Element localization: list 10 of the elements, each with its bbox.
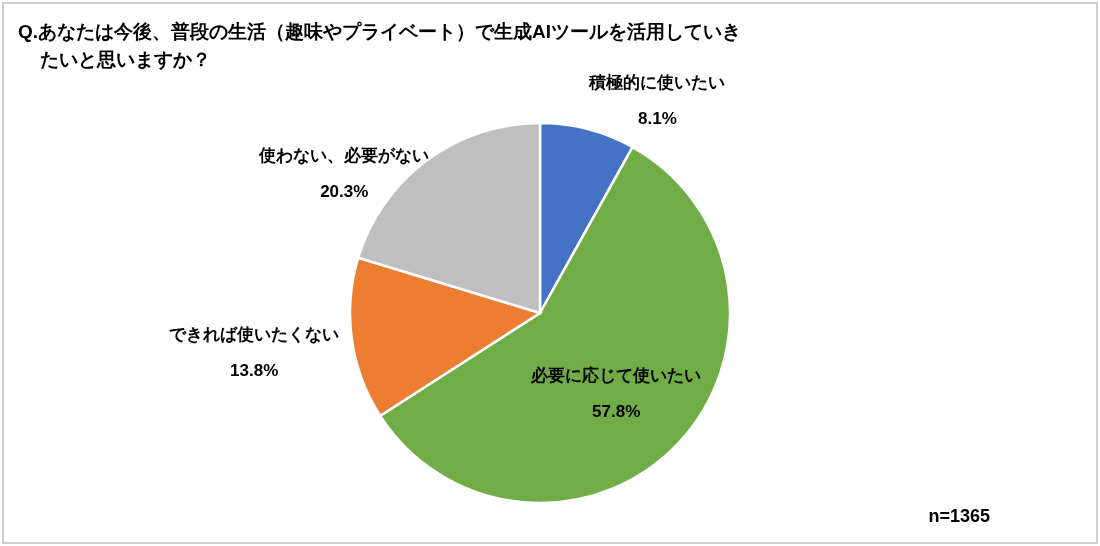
data-label: 20.3% xyxy=(320,181,369,201)
slice-label: 使わない、必要がない xyxy=(258,145,430,165)
data-label: 57.8% xyxy=(592,401,641,421)
text: n=1365 xyxy=(928,506,990,526)
data-label: 8.1% xyxy=(638,109,677,129)
slice-label: 積極的に使いたい xyxy=(588,73,726,93)
chart-title: Q.あなたは今後、普段の生活（趣味やプライベート）で生成AIツールを活用していきたいと思いますか？ xyxy=(18,21,742,70)
slice-label: できれば使いたくない xyxy=(169,325,340,345)
slice-label: 必要に応じて使いたい xyxy=(530,365,702,385)
data-label: 13.8% xyxy=(230,361,279,381)
